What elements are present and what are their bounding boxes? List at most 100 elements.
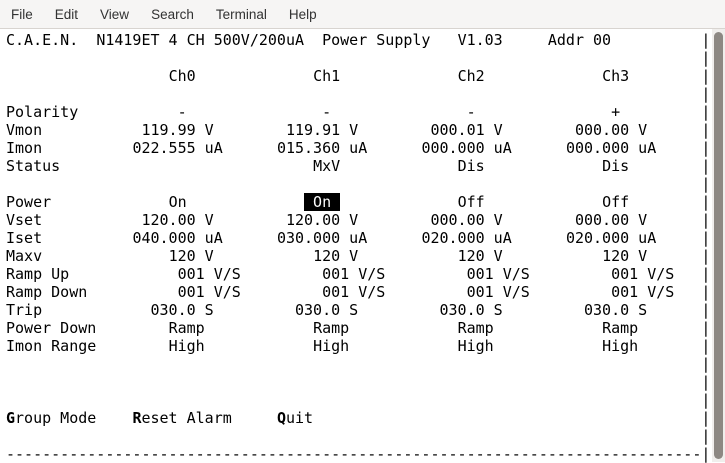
menu-item-terminal[interactable]: Terminal	[215, 6, 267, 22]
cell-imon-ch1: 015.360 uA	[276, 139, 368, 157]
cell-trip-ch0: 030.0 S	[150, 301, 214, 319]
cell-vmon-ch2: 000.01 V	[430, 121, 503, 139]
right-border-mark: |	[701, 139, 711, 157]
command-group-mode-hotkey[interactable]: G	[6, 409, 16, 427]
row-label-imon-range: Imon Range	[6, 337, 97, 355]
cell-power-down-ch2: Ramp	[457, 319, 494, 337]
cell-vmon-ch0: 119.99 V	[141, 121, 214, 139]
cell-imon-range-ch0: High	[168, 337, 205, 355]
menu-item-edit[interactable]: Edit	[54, 6, 79, 22]
cell-iset-ch3: 020.000 uA	[565, 229, 657, 247]
cell-imon-ch0: 022.555 uA	[132, 139, 223, 157]
row-label-status: Status	[6, 157, 61, 175]
header-brand: C.A.E.N.	[6, 31, 79, 49]
terminal-area[interactable]: C.A.E.N. N1419ET 4 CH 500V/200uA Power S…	[0, 29, 712, 463]
command-group-mode[interactable]: roup Mode	[15, 409, 97, 427]
cell-polarity-ch0: -	[177, 103, 187, 121]
cell-vset-ch2: 000.00 V	[430, 211, 503, 229]
cell-maxv-ch1: 120 V	[313, 247, 359, 265]
cell-power-ch2: Off	[457, 193, 485, 211]
right-border-mark: |	[701, 319, 711, 337]
cell-vset-ch3: 000.00 V	[574, 211, 648, 229]
cell-vmon-ch3: 000.00 V	[574, 121, 648, 139]
command-quit[interactable]: uit	[285, 409, 314, 427]
row-label-iset: Iset	[6, 229, 43, 247]
cell-iset-ch1: 030.000 uA	[276, 229, 368, 247]
cell-power-down-ch3: Ramp	[602, 319, 639, 337]
right-border-mark: |	[701, 391, 711, 409]
cell-imon-range-ch3: High	[602, 337, 639, 355]
cell-iset-ch0: 040.000 uA	[132, 229, 223, 247]
menubar: File Edit View Search Terminal Help	[0, 0, 725, 29]
right-border-mark: |	[701, 409, 711, 427]
scrollbar-thumb[interactable]	[714, 32, 723, 459]
right-border-mark: |	[701, 67, 711, 85]
cell-trip-ch3: 030.0 S	[584, 301, 648, 319]
cell-status-ch3: Dis	[602, 157, 630, 175]
menu-item-help[interactable]: Help	[288, 6, 317, 22]
cell-status-ch2: Dis	[457, 157, 485, 175]
right-border-mark: |	[701, 85, 711, 103]
column-header-ch2: Ch2	[457, 67, 485, 85]
command-reset-alarm[interactable]: eset Alarm	[141, 409, 232, 427]
cell-polarity-ch1: -	[322, 103, 332, 121]
cell-ramp-up-ch0: 001 V/S	[177, 265, 241, 283]
right-border-mark: |	[701, 445, 711, 463]
cell-ramp-down-ch0: 001 V/S	[177, 283, 241, 301]
right-border-mark: |	[701, 355, 711, 373]
cell-polarity-ch3: +	[611, 103, 621, 121]
cell-maxv-ch2: 120 V	[457, 247, 503, 265]
row-label-power-down: Power Down	[6, 319, 97, 337]
header-address: Addr 00	[547, 31, 612, 49]
right-border-mark: |	[701, 229, 711, 247]
row-label-imon: Imon	[6, 139, 43, 157]
column-header-ch0: Ch0	[168, 67, 196, 85]
menu-item-file[interactable]: File	[11, 6, 33, 22]
right-border-mark: |	[701, 265, 711, 283]
header-model: N1419ET 4 CH 500V/200uA	[96, 31, 305, 49]
right-border-mark: |	[701, 31, 711, 49]
cell-power-ch0: On	[168, 193, 187, 211]
terminal-screen[interactable]: C.A.E.N. N1419ET 4 CH 500V/200uA Power S…	[0, 29, 712, 463]
menu-item-view[interactable]: View	[100, 6, 130, 22]
right-border-mark: |	[701, 301, 711, 319]
cell-ramp-down-ch3: 001 V/S	[611, 283, 675, 301]
header-product: Power Supply	[322, 31, 431, 49]
right-border-mark: |	[701, 49, 711, 67]
cell-imon-range-ch1: High	[313, 337, 350, 355]
cell-trip-ch1: 030.0 S	[295, 301, 359, 319]
row-label-vmon: Vmon	[6, 121, 43, 139]
right-border-mark: |	[701, 283, 711, 301]
cell-power-down-ch1: Ramp	[313, 319, 350, 337]
cell-maxv-ch3: 120 V	[602, 247, 648, 265]
cell-imon-range-ch2: High	[457, 337, 494, 355]
row-label-polarity: Polarity	[6, 103, 79, 121]
cell-maxv-ch0: 120 V	[168, 247, 214, 265]
menu-item-search[interactable]: Search	[151, 6, 194, 22]
cell-imon-ch3: 000.000 uA	[565, 139, 657, 157]
cell-ramp-down-ch1: 001 V/S	[322, 283, 386, 301]
cell-iset-ch2: 020.000 uA	[421, 229, 512, 247]
cell-power-down-ch0: Ramp	[168, 319, 205, 337]
cell-ramp-down-ch2: 001 V/S	[466, 283, 530, 301]
right-border-mark: |	[701, 337, 711, 355]
right-border-mark: |	[701, 211, 711, 229]
cell-vset-ch1: 120.00 V	[285, 211, 359, 229]
command-reset-alarm-hotkey[interactable]: R	[132, 409, 142, 427]
header-version: V1.03	[457, 31, 503, 49]
cell-ramp-up-ch1: 001 V/S	[322, 265, 386, 283]
right-border-mark: |	[701, 247, 711, 265]
cell-status-ch1: MxV	[313, 157, 341, 175]
row-label-ramp-up: Ramp Up	[6, 265, 70, 283]
row-label-vset: Vset	[6, 211, 43, 229]
cell-power-ch1-selected[interactable]: On	[304, 193, 341, 211]
row-label-trip: Trip	[6, 301, 43, 319]
right-border-mark: |	[701, 175, 711, 193]
column-header-ch3: Ch3	[602, 67, 630, 85]
command-quit-hotkey[interactable]: Q	[276, 409, 286, 427]
scrollbar[interactable]	[712, 29, 725, 462]
row-label-maxv: Maxv	[6, 247, 43, 265]
row-label-power: Power	[6, 193, 52, 211]
column-header-ch1: Ch1	[313, 67, 341, 85]
bottom-separator: ----------------------------------------…	[6, 445, 702, 463]
